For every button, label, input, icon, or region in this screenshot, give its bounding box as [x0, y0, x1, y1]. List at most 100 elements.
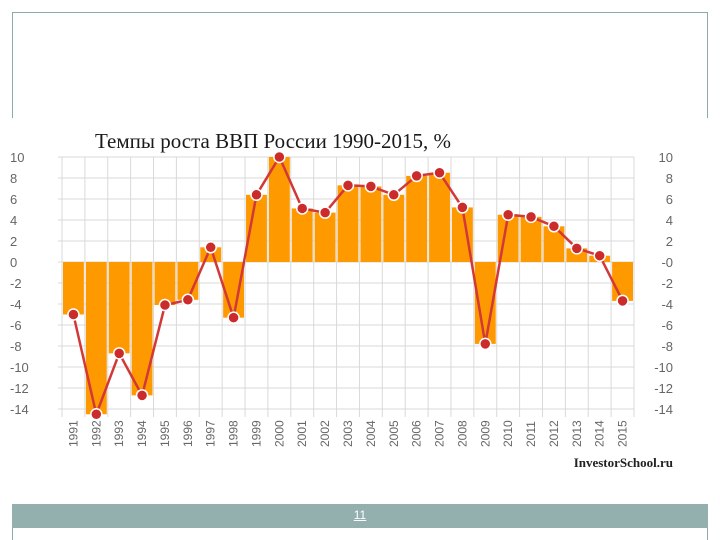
y-tick-label-right: -8 — [661, 339, 673, 354]
data-point — [410, 169, 423, 183]
y-tick-label-right: 10 — [659, 150, 673, 165]
y-tick-label-left: 2 — [10, 234, 17, 249]
bar — [520, 216, 542, 262]
x-tick-label: 2000 — [272, 420, 286, 447]
source-label: InvestorSchool.ru — [574, 455, 673, 470]
x-tick-label: 2002 — [318, 420, 332, 447]
x-tick-label: 1998 — [227, 420, 241, 447]
y-tick-label-right: -14 — [654, 402, 673, 417]
x-tick-label: 2010 — [501, 420, 515, 447]
bar — [131, 262, 153, 396]
y-tick-label-left: 10 — [10, 150, 24, 165]
page-number[interactable]: 11 — [353, 508, 367, 522]
bar — [85, 262, 107, 415]
data-point — [479, 337, 492, 351]
y-tick-label-left: 4 — [10, 213, 17, 228]
y-tick-label-left: -14 — [10, 402, 29, 417]
data-point — [273, 150, 286, 164]
y-tick-label-right: -0 — [661, 255, 673, 270]
bar — [543, 226, 565, 262]
data-point — [341, 179, 355, 192]
y-tick-label-left: -12 — [10, 381, 29, 396]
bar — [291, 208, 313, 262]
x-tick-label: 1992 — [89, 420, 103, 447]
data-point — [204, 241, 217, 254]
y-tick-label-right: -6 — [661, 318, 673, 333]
y-tick-label-right: 4 — [666, 213, 673, 228]
data-point — [90, 408, 103, 421]
y-tick-label-right: -12 — [654, 381, 673, 396]
bar — [337, 185, 359, 262]
x-tick-label: 1994 — [135, 420, 149, 447]
bar — [154, 262, 176, 306]
bar — [451, 207, 473, 262]
data-point — [181, 293, 195, 307]
y-tick-label-left: 0 — [10, 255, 17, 270]
data-point — [501, 208, 515, 221]
data-point — [547, 220, 561, 233]
x-tick-label: 1997 — [204, 420, 218, 447]
x-tick-label: 2012 — [547, 420, 561, 447]
bar — [314, 212, 336, 262]
data-point — [295, 202, 309, 215]
y-tick-label-right: 2 — [666, 234, 673, 249]
chart-title: Темпы роста ВВП России 1990-2015, % — [95, 129, 451, 153]
x-tick-label: 2005 — [387, 420, 401, 447]
data-point — [524, 210, 538, 224]
data-point — [433, 166, 446, 179]
x-tick-label: 2008 — [455, 420, 469, 447]
bar — [246, 194, 267, 262]
bar — [474, 262, 496, 344]
x-tick-label: 1995 — [158, 420, 172, 447]
data-point — [616, 294, 629, 308]
bar — [383, 194, 405, 262]
data-point — [456, 201, 469, 214]
x-tick-label: 2013 — [570, 420, 584, 447]
data-point — [318, 206, 332, 219]
y-tick-label-right: -10 — [654, 360, 673, 375]
y-tick-label-right: -2 — [661, 276, 673, 291]
chart-area: Темпы роста ВВП России 1990-2015, % Inve… — [0, 118, 720, 504]
bar — [108, 262, 130, 354]
y-tick-label-right: 8 — [666, 171, 673, 186]
x-tick-label: 2007 — [433, 420, 447, 447]
bar — [429, 172, 450, 262]
y-tick-label-left: -6 — [10, 318, 22, 333]
x-tick-label: 1993 — [112, 420, 126, 447]
data-point — [135, 389, 149, 402]
y-tick-label-left: 8 — [10, 171, 17, 186]
x-tick-label: 1996 — [181, 420, 195, 447]
data-point — [593, 249, 606, 262]
data-point — [67, 308, 80, 321]
gdp-chart: Темпы роста ВВП России 1990-2015, % Inve… — [10, 129, 673, 470]
x-tick-label: 2014 — [593, 420, 607, 447]
footer-bar: 11 — [12, 504, 708, 528]
data-point — [158, 298, 172, 312]
bar — [268, 157, 290, 262]
x-tick-label: 1991 — [66, 420, 80, 447]
y-tick-label-right: -4 — [661, 297, 673, 312]
x-tick-label: 1999 — [249, 420, 263, 447]
data-point — [227, 311, 240, 324]
y-tick-label-left: -8 — [10, 339, 22, 354]
x-tick-label: 2003 — [341, 420, 355, 447]
bar — [360, 186, 382, 262]
y-tick-label-left: -4 — [10, 297, 22, 312]
y-tick-label-left: -2 — [10, 276, 22, 291]
y-tick-label-left: -10 — [10, 360, 29, 375]
y-tick-label-left: 6 — [10, 192, 17, 207]
data-point — [364, 180, 378, 193]
data-point — [387, 188, 401, 202]
data-point — [112, 347, 126, 360]
x-tick-label: 2015 — [616, 420, 630, 447]
x-tick-label: 2001 — [295, 420, 309, 447]
y-tick-label-right: 6 — [666, 192, 673, 207]
data-point — [250, 188, 263, 202]
bar — [406, 175, 428, 262]
x-tick-label: 2011 — [524, 421, 538, 447]
data-point — [570, 242, 584, 255]
bar — [63, 262, 84, 315]
x-tick-label: 2004 — [364, 420, 378, 447]
x-tick-label: 2006 — [410, 420, 424, 447]
x-tick-label: 2009 — [478, 420, 492, 447]
